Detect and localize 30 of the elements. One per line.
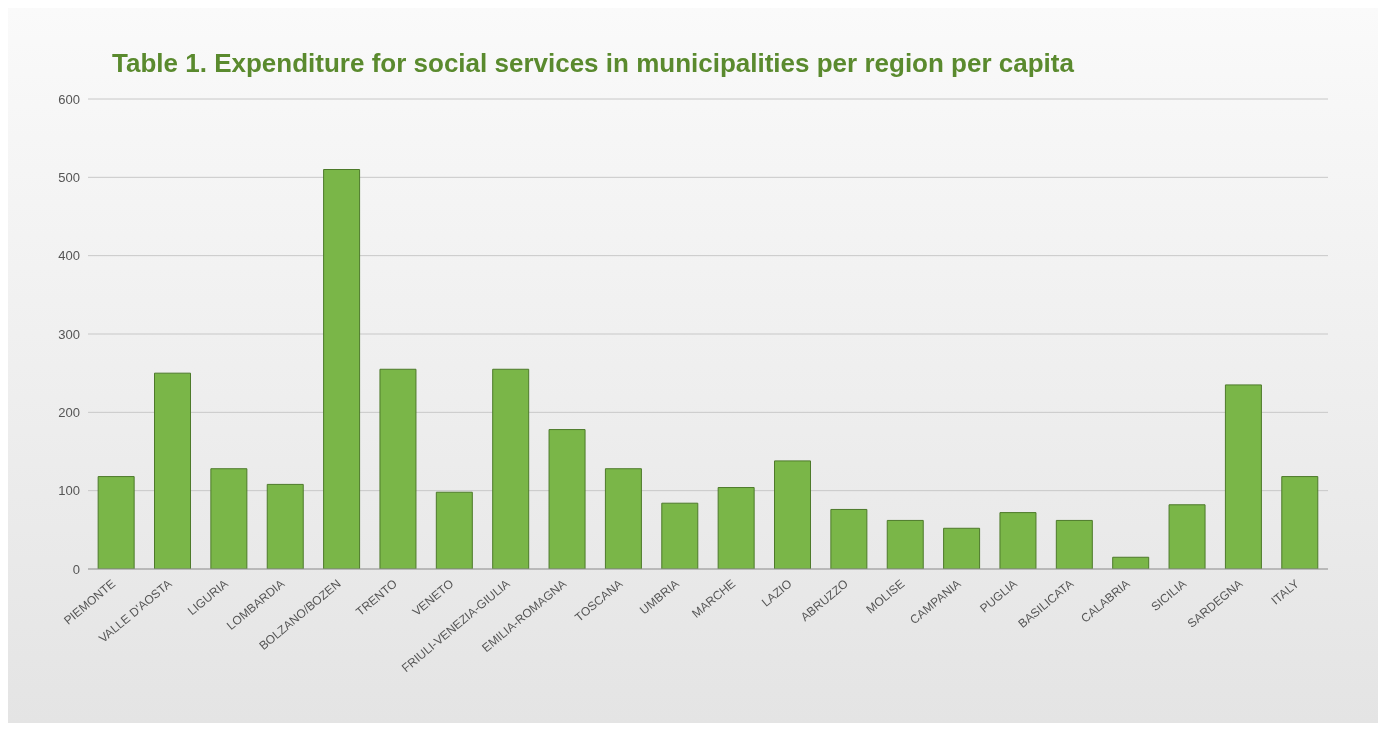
bar xyxy=(1112,556,1150,569)
bar xyxy=(1224,384,1262,569)
bar xyxy=(210,468,248,569)
y-tick-label: 200 xyxy=(58,404,80,420)
bar xyxy=(830,508,868,569)
bar xyxy=(1055,519,1093,569)
y-tick-label: 400 xyxy=(58,248,80,264)
bar xyxy=(323,169,361,569)
bar xyxy=(266,483,304,569)
bar xyxy=(943,527,981,569)
chart-title: Table 1. Expenditure for social services in municipalities per region per capita xyxy=(111,47,1075,79)
bar xyxy=(1281,476,1319,569)
bar xyxy=(886,519,924,569)
y-tick-label: 0 xyxy=(72,561,80,577)
bar xyxy=(548,429,586,569)
y-tick-label: 600 xyxy=(58,91,80,107)
y-tick-label: 100 xyxy=(58,483,80,499)
y-tick-label: 300 xyxy=(58,326,80,342)
bar xyxy=(154,372,192,569)
bar xyxy=(492,368,530,569)
bar xyxy=(379,368,417,569)
bar xyxy=(774,460,812,569)
bar xyxy=(661,502,699,569)
y-tick-label: 500 xyxy=(58,169,80,185)
bar xyxy=(604,468,642,569)
bar xyxy=(435,491,473,569)
bar xyxy=(999,512,1037,569)
bar xyxy=(1168,504,1206,569)
bar xyxy=(717,487,755,569)
bar xyxy=(97,476,135,569)
